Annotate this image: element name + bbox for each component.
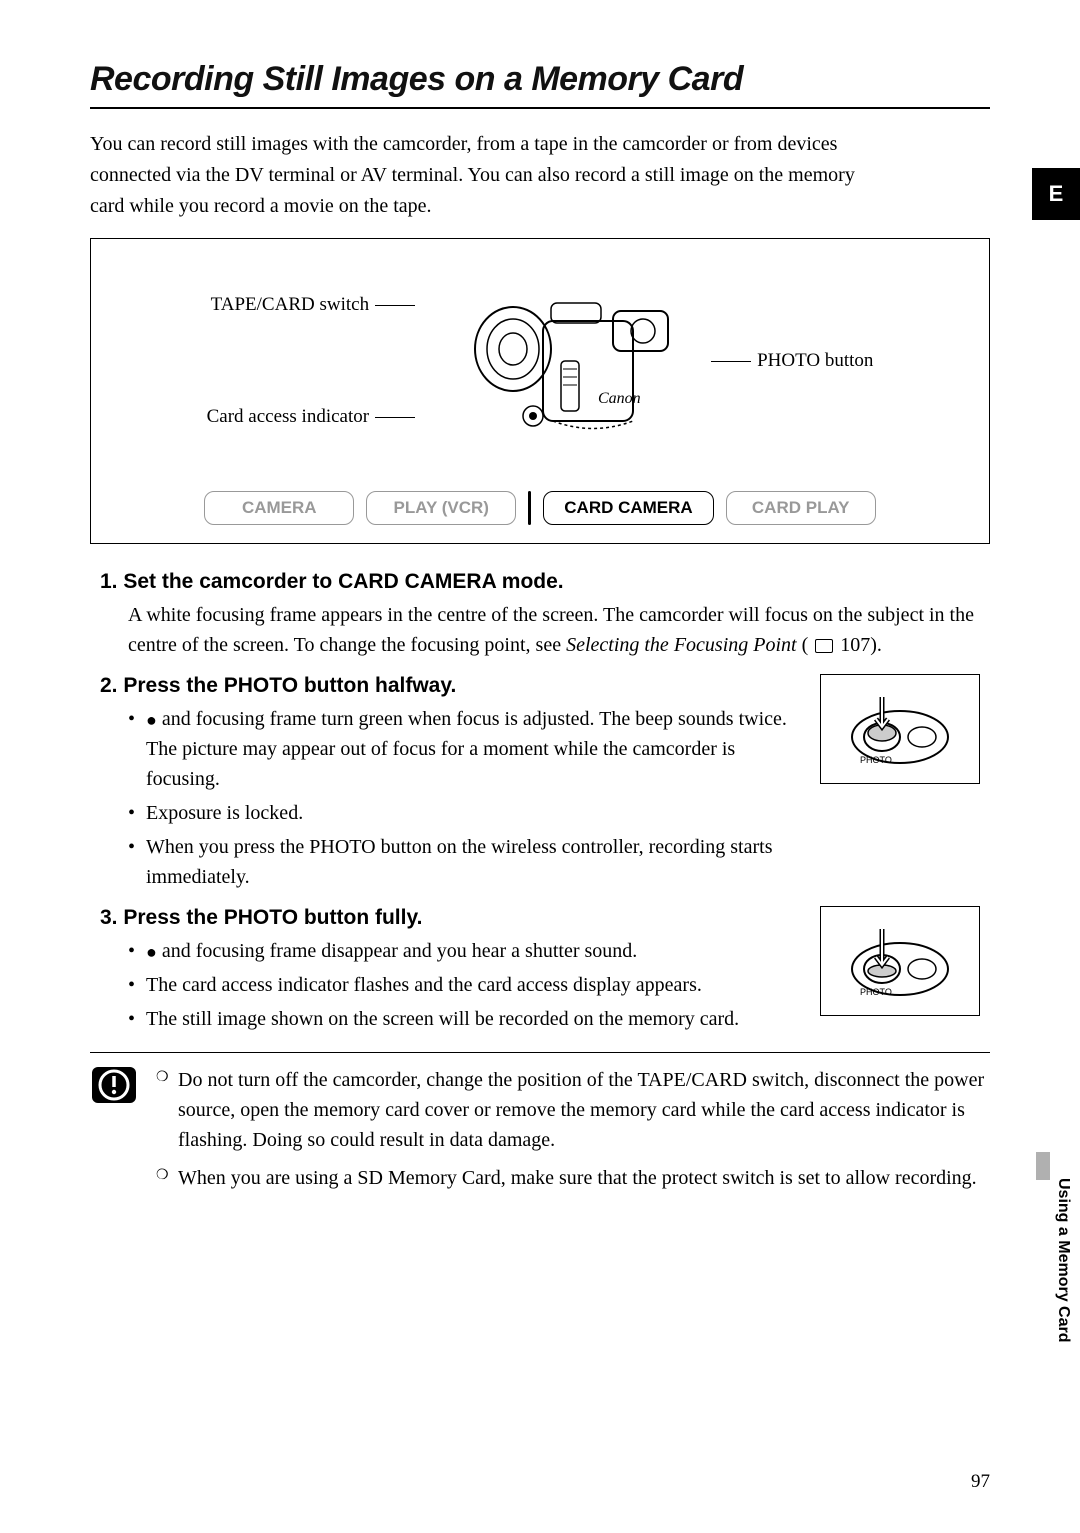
step-1-body: A white focusing frame appears in the ce… (90, 600, 990, 660)
intro-paragraph: You can record still images with the cam… (90, 129, 990, 222)
label-photo-button: PHOTO button (711, 350, 873, 372)
side-marker (1036, 1152, 1050, 1180)
step-2-heading: 2. Press the PHOTO button halfway. (90, 674, 790, 698)
mode-camera: CAMERA (204, 491, 354, 525)
mode-play-vcr: PLAY (VCR) (366, 491, 516, 525)
label-tape-card-switch: TAPE/CARD switch (211, 294, 415, 316)
mode-selector-row: CAMERA PLAY (VCR) CARD CAMERA CARD PLAY (111, 491, 969, 525)
caution-icon (90, 1065, 138, 1105)
camera-dot-icon: ● (146, 710, 157, 730)
step-2-bullets: ● and focusing frame turn green when foc… (90, 704, 790, 892)
mode-card-camera: CARD CAMERA (543, 491, 713, 525)
photo-button-halfway-illustration: PHOTO (820, 674, 980, 784)
caution-item-1: Do not turn off the camcorder, change th… (156, 1065, 990, 1155)
svg-text:PHOTO: PHOTO (860, 755, 892, 765)
step-3-bullets: ● and focusing frame disappear and you h… (90, 936, 790, 1034)
side-section-label: Using a Memory Card (1054, 1178, 1072, 1342)
caution-item-2: When you are using a SD Memory Card, mak… (156, 1163, 990, 1193)
mode-card-play: CARD PLAY (726, 491, 876, 525)
caution-block: Do not turn off the camcorder, change th… (90, 1052, 990, 1201)
label-card-access-indicator: Card access indicator (207, 406, 415, 428)
photo-button-fully-illustration: PHOTO (820, 906, 980, 1016)
page-number: 97 (971, 1471, 990, 1493)
mode-divider (528, 491, 531, 525)
steps-container: 1. Set the camcorder to CARD CAMERA mode… (90, 570, 990, 1201)
section-tab: E (1032, 168, 1080, 220)
step-1-heading: 1. Set the camcorder to CARD CAMERA mode… (90, 570, 990, 594)
svg-text:PHOTO: PHOTO (860, 987, 892, 997)
camcorder-illustration: Canon (433, 261, 693, 461)
manual-ref-icon (815, 639, 833, 653)
page-title: Recording Still Images on a Memory Card (90, 60, 990, 109)
step-3-heading: 3. Press the PHOTO button fully. (90, 906, 790, 930)
diagram-container: TAPE/CARD switch Card access indicator C… (90, 238, 990, 544)
camera-dot-icon: ● (146, 942, 157, 962)
brand-text: Canon (598, 390, 641, 407)
